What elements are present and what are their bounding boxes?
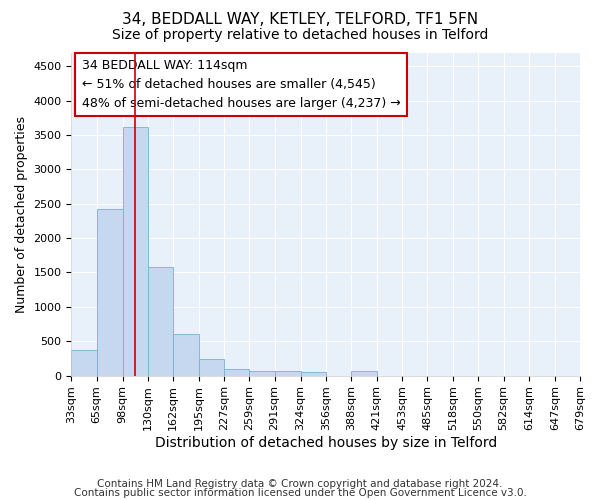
Bar (224, 368, 250, 376)
Text: 34 BEDDALL WAY: 114sqm
← 51% of detached houses are smaller (4,545)
48% of semi-: 34 BEDDALL WAY: 114sqm ← 51% of detached… (82, 59, 400, 110)
X-axis label: Distribution of detached houses by size in Telford: Distribution of detached houses by size … (155, 436, 497, 450)
Y-axis label: Number of detached properties: Number of detached properties (15, 116, 28, 312)
Text: 34, BEDDALL WAY, KETLEY, TELFORD, TF1 5FN: 34, BEDDALL WAY, KETLEY, TELFORD, TF1 5F… (122, 12, 478, 28)
Text: Contains public sector information licensed under the Open Government Licence v3: Contains public sector information licen… (74, 488, 526, 498)
Bar (199, 359, 224, 376)
Bar (71, 350, 97, 376)
Text: Contains HM Land Registry data © Crown copyright and database right 2024.: Contains HM Land Registry data © Crown c… (97, 479, 503, 489)
Bar (275, 372, 301, 376)
Bar (351, 372, 377, 376)
Bar (97, 209, 122, 376)
Text: Size of property relative to detached houses in Telford: Size of property relative to detached ho… (112, 28, 488, 42)
Bar (148, 267, 173, 376)
Bar (122, 126, 148, 376)
Bar (173, 334, 199, 376)
Bar (250, 371, 275, 376)
Bar (301, 372, 326, 376)
